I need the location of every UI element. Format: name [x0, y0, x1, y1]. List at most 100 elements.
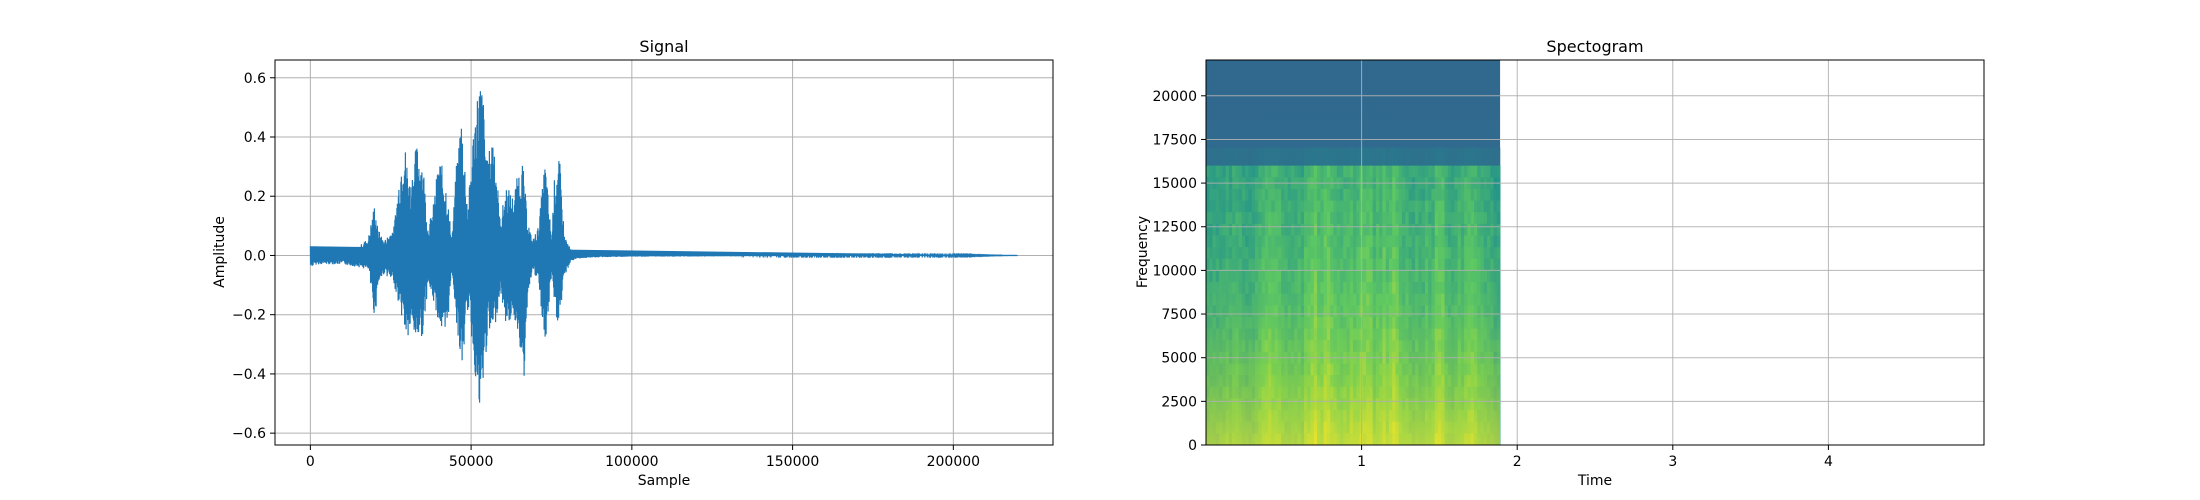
spectrogram-cell	[1294, 147, 1298, 166]
spectrogram-cell	[1281, 147, 1285, 166]
spectrogram-cell	[1473, 147, 1478, 166]
spectrogram-cell	[1258, 147, 1262, 166]
spectrogram-cell	[1290, 147, 1295, 166]
spectrogram-cell	[1362, 147, 1367, 166]
spectrogram-cell	[1464, 147, 1468, 166]
spectrogram-image	[1206, 60, 1501, 445]
spectrogram-cell	[1238, 147, 1243, 166]
spectrogram-cell	[1333, 147, 1338, 166]
spectrogram-y-tick-label: 20000	[1152, 89, 1197, 105]
spectrogram-cell	[1418, 147, 1423, 166]
signal-y-tick-label: −0.2	[232, 308, 266, 324]
spectrogram-cell	[1467, 147, 1472, 166]
spectrogram-cell	[1248, 147, 1253, 166]
signal-y-ticks: −0.6 −0.4 −0.2 0.0 0.2 0.4 0.6	[232, 71, 275, 442]
signal-x-tick-label: 150000	[766, 454, 819, 470]
spectrogram-x-ticks: 1 2 3 4	[1357, 445, 1833, 470]
spectrogram-cell	[1277, 147, 1282, 166]
spectrogram-cell	[1388, 147, 1393, 166]
spectrogram-cell	[1382, 147, 1387, 166]
spectrogram-cell	[1408, 147, 1413, 166]
spectrogram-cell	[1228, 147, 1233, 166]
spectrogram-cell	[1457, 147, 1462, 166]
spectrogram-cell	[1480, 147, 1485, 166]
spectrogram-cell	[1447, 147, 1452, 166]
signal-x-tick-label: 50000	[449, 454, 494, 470]
spectrogram-cell	[1434, 147, 1439, 166]
spectrogram-cell	[1264, 147, 1269, 166]
spectrogram-cell	[1206, 147, 1210, 166]
spectrogram-cell	[1274, 147, 1279, 166]
spectrogram-cell	[1317, 147, 1321, 166]
spectrogram-cell	[1379, 147, 1383, 166]
signal-y-tick-label: 0.4	[244, 130, 266, 146]
spectrogram-cell	[1454, 147, 1459, 166]
spectrogram-cell	[1225, 147, 1230, 166]
spectrogram-y-tick-label: 15000	[1152, 176, 1197, 192]
spectrogram-y-tick-label: 10000	[1152, 263, 1197, 279]
spectrogram-cell	[1392, 147, 1396, 166]
spectrogram-cell	[1304, 147, 1308, 166]
signal-title: Signal	[639, 37, 688, 56]
spectrogram-cell	[1398, 147, 1403, 166]
spectrogram-axes-frame	[1205, 59, 1985, 446]
spectrogram-cell	[1402, 147, 1406, 166]
spectrogram-cell	[1424, 147, 1429, 166]
spectrogram-lowfreq-energy	[1206, 165, 1501, 445]
spectrogram-cell	[1330, 147, 1334, 166]
spectrogram-cell	[1261, 147, 1266, 166]
signal-y-tick-label: 0.2	[244, 189, 266, 205]
spectrogram-cell	[1372, 147, 1377, 166]
spectrogram-cell	[1215, 147, 1220, 166]
spectrogram-cell	[1339, 147, 1344, 166]
spectrogram-cell	[1284, 147, 1289, 166]
spectrogram-x-tick-label: 3	[1668, 454, 1677, 470]
signal-y-label: Amplitude	[212, 216, 228, 288]
spectrogram-cell	[1346, 147, 1351, 166]
spectrogram-cell	[1323, 147, 1328, 166]
signal-waveform	[309, 91, 1018, 403]
spectrogram-cell	[1438, 147, 1442, 166]
spectrogram-cell	[1313, 147, 1318, 166]
spectrogram-cell	[1369, 147, 1374, 166]
spectrogram-cell	[1320, 147, 1325, 166]
spectrogram-cell	[1353, 147, 1357, 166]
signal-y-tick-label: 0.0	[244, 248, 266, 264]
signal-x-label: Sample	[638, 473, 691, 489]
spectrogram-cell	[1451, 147, 1455, 166]
spectrogram-cell	[1460, 147, 1465, 166]
spectrogram-cell	[1415, 147, 1419, 166]
spectrogram-cell	[1490, 147, 1494, 166]
spectrogram-cell	[1245, 147, 1249, 166]
spectrogram-cell	[1428, 147, 1432, 166]
spectrogram-cell	[1271, 147, 1276, 166]
spectrogram-cell	[1444, 147, 1449, 166]
spectrogram-cell	[1310, 147, 1315, 166]
signal-x-ticks: 0 50000 100000 150000 200000	[306, 445, 980, 470]
spectrogram-title: Spectogram	[1546, 37, 1643, 56]
spectrogram-cell	[1232, 147, 1236, 166]
signal-y-tick-label: 0.6	[244, 71, 266, 87]
spectrogram-cell	[1421, 147, 1426, 166]
spectrogram-cell	[1411, 147, 1416, 166]
spectrogram-cell	[1235, 147, 1240, 166]
spectrogram-cell	[1300, 147, 1305, 166]
spectrogram-cell	[1219, 147, 1223, 166]
spectrogram-cell	[1487, 147, 1491, 166]
spectrogram-cell	[1241, 147, 1246, 166]
spectrogram-cell	[1385, 147, 1390, 166]
spectrogram-cell	[1349, 147, 1354, 166]
spectrogram-cell	[1255, 147, 1259, 166]
spectrogram-y-tick-label: 12500	[1152, 220, 1197, 236]
spectrogram-cell	[1326, 147, 1331, 166]
spectrogram-y-tick-label: 0	[1188, 438, 1197, 454]
spectrogram-x-label: Time	[1577, 473, 1612, 489]
spectrogram-cell	[1366, 147, 1370, 166]
spectrogram-cell	[1375, 147, 1380, 166]
spectrogram-grid	[1206, 60, 1984, 446]
spectrogram-y-ticks: 0 2500 5000 7500 10000 12500 15000 17500 20000	[1152, 89, 1206, 454]
spectrogram-cell	[1470, 147, 1475, 166]
signal-y-tick-label: −0.6	[232, 426, 266, 442]
spectrogram-cell	[1405, 147, 1409, 166]
